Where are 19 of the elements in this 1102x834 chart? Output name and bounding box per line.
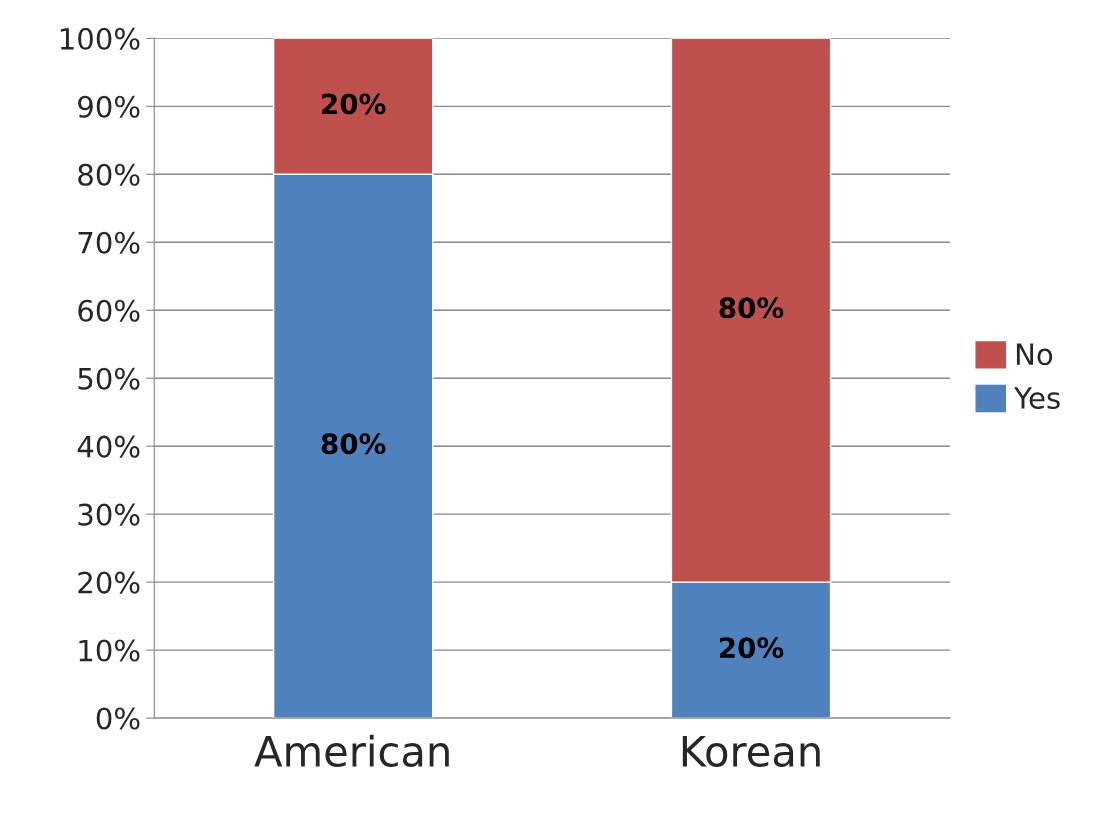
y-tick-label: 80% [78,163,140,186]
y-tick-label: 40% [77,435,140,458]
y-tick-label: 0% [96,707,140,730]
y-tick-label: 100% [60,27,140,50]
y-tick-label: 60% [78,299,140,322]
x-tick-label: Korean [682,736,820,767]
data-label: 80% [719,297,784,319]
x-tick-label: American [254,734,449,767]
y-tick-label: 50% [78,367,140,390]
data-label: 20% [719,637,784,659]
legend-label: Yes [1014,387,1060,409]
y-tick-label: 90% [78,95,140,118]
data-label: 80% [321,433,386,455]
y-tick-label: 20% [78,571,140,594]
y-tick-label: 30% [78,503,140,526]
y-tick-label: 10% [79,639,140,662]
y-tick-label: 70% [78,231,140,254]
legend-label: No [1016,343,1053,366]
data-label: 20% [322,93,386,115]
